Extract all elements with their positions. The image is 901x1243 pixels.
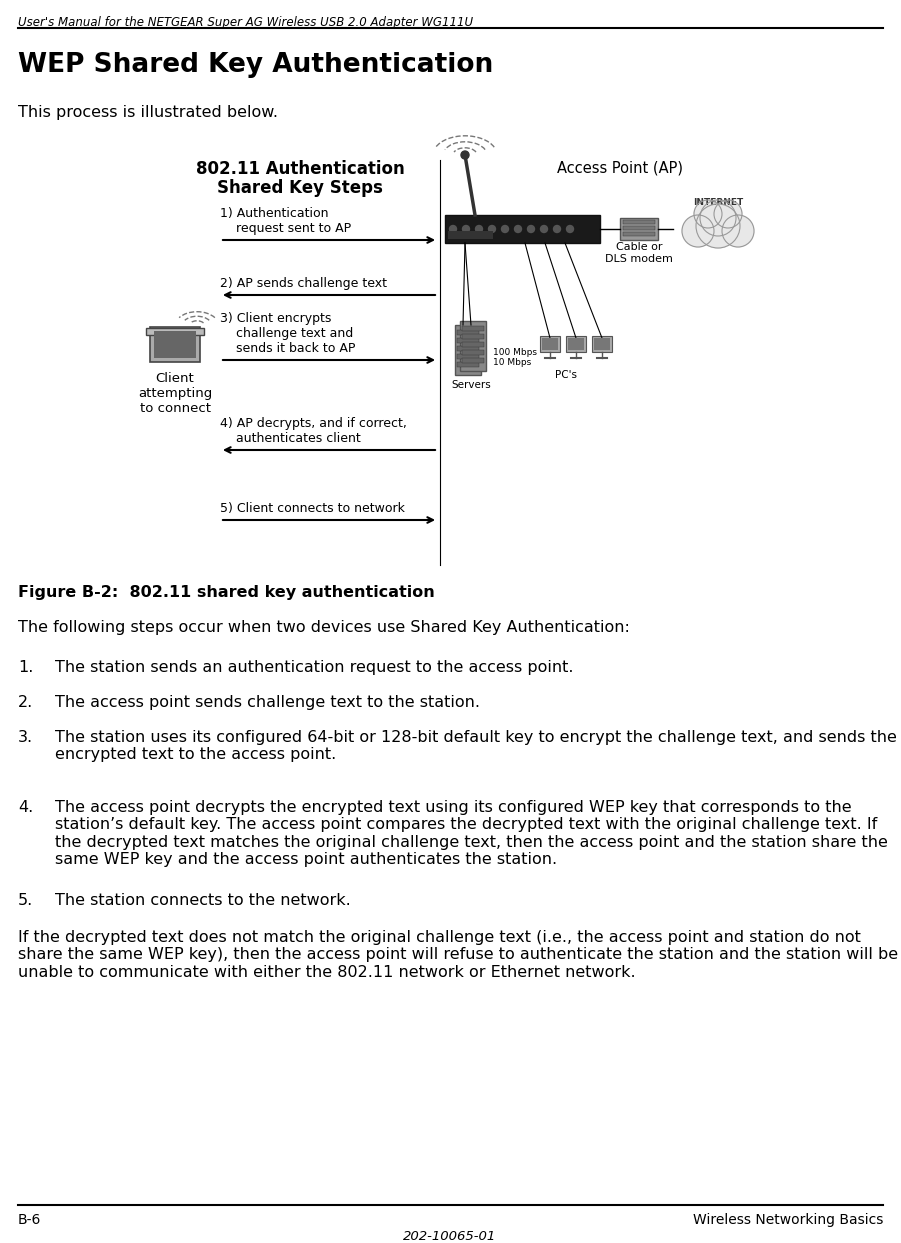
- Text: Access Point (AP): Access Point (AP): [557, 160, 683, 175]
- Bar: [457, 346, 479, 351]
- Bar: [457, 362, 479, 367]
- Bar: [460, 321, 486, 370]
- Text: This process is illustrated below.: This process is illustrated below.: [18, 104, 278, 121]
- Text: 4) AP decrypts, and if correct,
    authenticates client: 4) AP decrypts, and if correct, authenti…: [220, 416, 407, 445]
- Text: Figure B-2:  802.11 shared key authentication: Figure B-2: 802.11 shared key authentica…: [18, 585, 435, 600]
- Bar: [457, 338, 479, 343]
- Circle shape: [696, 204, 740, 249]
- Text: Cable or
DLS modem: Cable or DLS modem: [605, 242, 673, 264]
- Circle shape: [700, 200, 736, 236]
- Text: INTERNET: INTERNET: [693, 198, 743, 208]
- Text: 100 Mbps
10 Mbps: 100 Mbps 10 Mbps: [493, 348, 537, 368]
- Circle shape: [514, 225, 522, 232]
- Bar: [150, 327, 200, 362]
- Text: 3.: 3.: [18, 730, 33, 745]
- Bar: [592, 336, 612, 352]
- Text: The station connects to the network.: The station connects to the network.: [55, 892, 350, 907]
- Text: The station uses its configured 64-bit or 128-bit default key to encrypt the cha: The station uses its configured 64-bit o…: [55, 730, 896, 762]
- Circle shape: [488, 225, 496, 232]
- Circle shape: [722, 215, 754, 247]
- Text: User's Manual for the NETGEAR Super AG Wireless USB 2.0 Adapter WG111U: User's Manual for the NETGEAR Super AG W…: [18, 16, 473, 29]
- Text: 2.: 2.: [18, 695, 33, 710]
- Bar: [462, 351, 484, 355]
- Text: 5) Client connects to network: 5) Client connects to network: [220, 502, 405, 515]
- Bar: [623, 232, 655, 236]
- Text: 1) Authentication
    request sent to AP: 1) Authentication request sent to AP: [220, 208, 351, 235]
- Bar: [457, 354, 479, 359]
- Text: The following steps occur when two devices use Shared Key Authentication:: The following steps occur when two devic…: [18, 620, 630, 635]
- Circle shape: [527, 225, 534, 232]
- Bar: [462, 358, 484, 363]
- Bar: [568, 338, 584, 351]
- Circle shape: [694, 200, 722, 227]
- Bar: [146, 328, 204, 336]
- Bar: [540, 336, 560, 352]
- Circle shape: [462, 225, 469, 232]
- Text: 3) Client encrypts
    challenge text and
    sends it back to AP: 3) Client encrypts challenge text and se…: [220, 312, 355, 355]
- Bar: [566, 336, 586, 352]
- Bar: [448, 231, 493, 239]
- Bar: [542, 338, 558, 351]
- Bar: [594, 338, 610, 351]
- Text: If the decrypted text does not match the original challenge text (i.e., the acce: If the decrypted text does not match the…: [18, 930, 898, 979]
- Text: WEP Shared Key Authentication: WEP Shared Key Authentication: [18, 52, 493, 78]
- Text: The access point sends challenge text to the station.: The access point sends challenge text to…: [55, 695, 480, 710]
- Circle shape: [714, 200, 742, 227]
- Text: 5.: 5.: [18, 892, 33, 907]
- Text: Shared Key Steps: Shared Key Steps: [217, 179, 383, 196]
- Circle shape: [682, 215, 714, 247]
- Bar: [620, 218, 658, 240]
- Circle shape: [450, 225, 457, 232]
- Bar: [623, 220, 655, 224]
- Bar: [462, 334, 484, 339]
- Text: Servers: Servers: [451, 380, 491, 390]
- Bar: [623, 226, 655, 230]
- Circle shape: [553, 225, 560, 232]
- Text: B-6: B-6: [18, 1213, 41, 1227]
- Circle shape: [541, 225, 548, 232]
- Circle shape: [461, 150, 469, 159]
- Bar: [462, 342, 484, 347]
- Text: 1.: 1.: [18, 660, 33, 675]
- Bar: [445, 215, 600, 242]
- Text: 202-10065-01: 202-10065-01: [404, 1231, 496, 1243]
- Bar: [457, 329, 479, 336]
- Bar: [462, 326, 484, 331]
- Text: Client
attempting
to connect: Client attempting to connect: [138, 372, 212, 415]
- Text: Wireless Networking Basics: Wireless Networking Basics: [693, 1213, 883, 1227]
- Text: 4.: 4.: [18, 800, 33, 815]
- Circle shape: [567, 225, 574, 232]
- Circle shape: [502, 225, 508, 232]
- Text: The access point decrypts the encrypted text using its configured WEP key that c: The access point decrypts the encrypted …: [55, 800, 887, 868]
- Text: 802.11 Authentication: 802.11 Authentication: [196, 160, 405, 178]
- Circle shape: [476, 225, 483, 232]
- Text: The station sends an authentication request to the access point.: The station sends an authentication requ…: [55, 660, 574, 675]
- Text: 2) AP sends challenge text: 2) AP sends challenge text: [220, 277, 387, 290]
- Bar: [154, 331, 196, 358]
- Bar: [455, 324, 481, 375]
- Text: PC's: PC's: [555, 370, 577, 380]
